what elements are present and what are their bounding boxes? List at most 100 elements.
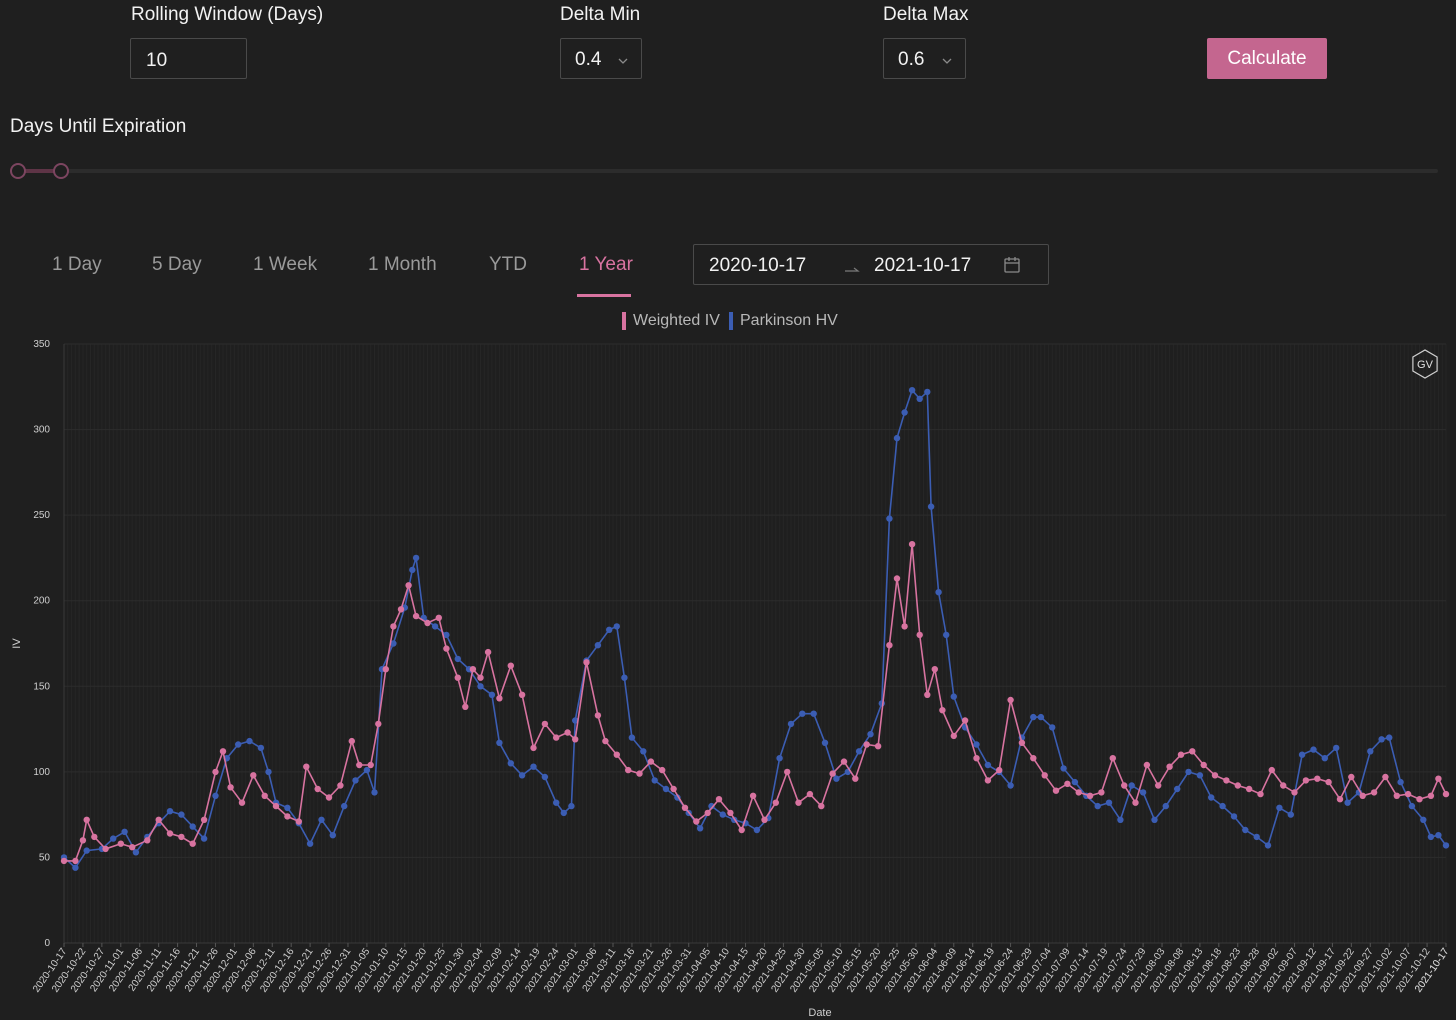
days-slider-rail[interactable]: [10, 169, 1438, 173]
data-point: [235, 741, 242, 748]
delta-min-label: Delta Min: [560, 4, 641, 25]
data-point: [1094, 802, 1101, 810]
data-point: [382, 666, 389, 673]
tab-5-day[interactable]: 5 Day: [152, 254, 202, 275]
data-point: [477, 674, 484, 681]
date-range-picker[interactable]: 2020-10-17 2021-10-17: [693, 244, 1049, 285]
data-point: [79, 837, 87, 844]
data-point: [507, 760, 514, 767]
data-point: [886, 515, 893, 522]
series-line-weighted-iv: [64, 544, 1447, 862]
calculate-button[interactable]: Calculate: [1207, 38, 1327, 79]
tab-ytd[interactable]: YTD: [489, 254, 527, 275]
data-point: [1442, 790, 1450, 798]
data-point: [908, 541, 916, 548]
data-point: [1223, 777, 1230, 784]
data-point: [935, 589, 942, 596]
data-point: [144, 837, 151, 844]
data-point: [1064, 780, 1071, 787]
data-point: [1177, 751, 1185, 758]
data-point: [1189, 748, 1196, 755]
data-point: [1370, 789, 1378, 796]
data-point: [352, 777, 359, 784]
data-point: [1245, 785, 1253, 793]
data-point: [1018, 739, 1026, 746]
start-date-value[interactable]: 2020-10-17: [709, 255, 807, 276]
data-point: [484, 648, 492, 656]
data-point: [943, 631, 950, 639]
delta-max-label: Delta Max: [883, 4, 969, 25]
tab-1-month[interactable]: 1 Month: [368, 254, 437, 275]
data-point: [166, 830, 174, 837]
data-point: [594, 642, 602, 649]
data-point: [424, 619, 431, 627]
data-point: [129, 844, 136, 851]
chevron-down-icon: [618, 58, 628, 64]
data-point: [647, 758, 655, 765]
data-point: [541, 773, 549, 781]
data-point: [1071, 778, 1079, 786]
data-point: [412, 554, 420, 562]
data-point: [1037, 713, 1045, 721]
data-point: [1264, 842, 1272, 849]
delta-max-select[interactable]: 0.6: [883, 38, 966, 79]
data-point: [155, 816, 162, 823]
data-point: [1162, 802, 1170, 810]
tab-1-week[interactable]: 1 Week: [253, 254, 318, 275]
data-point: [1291, 789, 1298, 796]
data-point: [1143, 761, 1151, 769]
end-date-value[interactable]: 2021-10-17: [874, 255, 972, 276]
data-point: [950, 693, 957, 700]
legend-swatch: [622, 312, 626, 330]
data-point: [257, 744, 265, 752]
tab-1-day[interactable]: 1 Day: [52, 254, 102, 275]
data-point: [132, 849, 140, 856]
data-point: [363, 766, 371, 774]
data-point: [602, 737, 609, 745]
data-point: [1128, 782, 1135, 789]
data-point: [1007, 696, 1014, 704]
data-point: [1314, 775, 1321, 782]
data-point: [1185, 768, 1192, 776]
data-point: [1117, 816, 1124, 823]
data-point: [1367, 748, 1374, 755]
data-point: [1075, 789, 1082, 796]
data-point: [855, 748, 863, 755]
data-point: [1007, 782, 1014, 789]
delta-min-select[interactable]: 0.4: [560, 38, 642, 79]
days-slider-handle-min[interactable]: [10, 163, 26, 179]
data-point: [1302, 777, 1310, 784]
x-axis-title: Date: [808, 1007, 831, 1019]
data-point: [295, 818, 302, 825]
data-point: [1208, 794, 1215, 801]
data-point: [1276, 804, 1283, 811]
data-point: [200, 835, 208, 842]
data-point: [397, 606, 405, 613]
data-point: [1253, 833, 1260, 841]
legend-weighted-iv[interactable]: Weighted IV: [622, 312, 720, 330]
data-point: [1060, 765, 1067, 772]
data-point: [1049, 724, 1056, 731]
data-point: [696, 825, 704, 832]
data-point: [443, 631, 450, 639]
data-point: [1086, 792, 1094, 799]
legend-label: Weighted IV: [633, 312, 720, 329]
arrow-right-icon: [845, 267, 860, 272]
data-point: [613, 623, 620, 630]
data-point: [553, 799, 560, 806]
data-point: [443, 645, 450, 652]
data-point: [178, 811, 185, 818]
data-point: [178, 833, 185, 841]
data-point: [356, 761, 363, 769]
data-point: [727, 809, 734, 817]
data-point: [708, 802, 715, 810]
tab-1-year[interactable]: 1 Year: [579, 254, 633, 275]
days-slider-handle-max[interactable]: [52, 163, 69, 179]
data-point: [893, 575, 901, 582]
data-point: [1427, 792, 1435, 799]
data-point: [219, 748, 227, 755]
rolling-window-input[interactable]: 10: [130, 38, 247, 79]
data-point: [670, 785, 677, 793]
legend-parkinson-hv[interactable]: Parkinson HV: [729, 312, 838, 330]
delta-min-value: 0.4: [575, 49, 602, 70]
